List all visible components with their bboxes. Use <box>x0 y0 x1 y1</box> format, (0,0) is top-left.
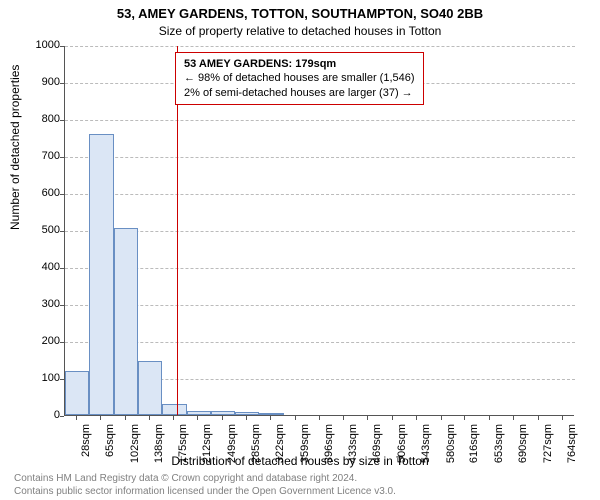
chart-title-main: 53, AMEY GARDENS, TOTTON, SOUTHAMPTON, S… <box>0 6 600 21</box>
xtick-label: 433sqm <box>347 424 359 468</box>
gridline <box>65 120 575 121</box>
xtick-label: 138sqm <box>153 424 165 468</box>
footer-line2: Contains public sector information licen… <box>14 486 396 499</box>
ytick-mark <box>60 268 64 269</box>
xtick-label: 212sqm <box>201 424 213 468</box>
xtick-label: 285sqm <box>250 424 262 468</box>
gridline <box>65 231 575 232</box>
gridline <box>65 46 575 47</box>
ytick-label: 800 <box>20 113 60 125</box>
xtick-mark <box>295 416 296 420</box>
ytick-mark <box>60 194 64 195</box>
xtick-mark <box>149 416 150 420</box>
xtick-label: 469sqm <box>371 424 383 468</box>
plot-area: 53 AMEY GARDENS: 179sqm← 98% of detached… <box>64 46 574 416</box>
gridline <box>65 305 575 306</box>
histogram-bar <box>162 404 186 415</box>
histogram-bar <box>138 361 162 415</box>
xtick-mark <box>513 416 514 420</box>
xtick-mark <box>343 416 344 420</box>
xtick-label: 616sqm <box>468 424 480 468</box>
chart-title-sub: Size of property relative to detached ho… <box>0 24 600 38</box>
xtick-mark <box>489 416 490 420</box>
histogram-bar <box>65 371 89 415</box>
xtick-mark <box>367 416 368 420</box>
xtick-label: 322sqm <box>274 424 286 468</box>
ytick-mark <box>60 342 64 343</box>
xtick-mark <box>416 416 417 420</box>
ytick-label: 0 <box>20 409 60 421</box>
xtick-mark <box>270 416 271 420</box>
gridline <box>65 268 575 269</box>
ytick-mark <box>60 379 64 380</box>
histogram-bar <box>235 412 259 415</box>
histogram-bar <box>259 413 283 415</box>
xtick-mark <box>100 416 101 420</box>
xtick-mark <box>246 416 247 420</box>
xtick-mark <box>76 416 77 420</box>
ytick-label: 100 <box>20 372 60 384</box>
xtick-label: 727sqm <box>542 424 554 468</box>
gridline <box>65 157 575 158</box>
ytick-mark <box>60 120 64 121</box>
annotation-box: 53 AMEY GARDENS: 179sqm← 98% of detached… <box>175 52 424 105</box>
histogram-bar <box>89 134 113 415</box>
ytick-label: 700 <box>20 150 60 162</box>
xtick-label: 690sqm <box>517 424 529 468</box>
ytick-label: 600 <box>20 187 60 199</box>
histogram-bar <box>114 228 138 415</box>
xtick-mark <box>173 416 174 420</box>
ytick-label: 400 <box>20 261 60 273</box>
ytick-mark <box>60 231 64 232</box>
ytick-label: 300 <box>20 298 60 310</box>
xtick-label: 65sqm <box>104 424 116 468</box>
footer-line1: Contains HM Land Registry data © Crown c… <box>14 473 396 486</box>
ytick-mark <box>60 83 64 84</box>
xtick-mark <box>125 416 126 420</box>
xtick-label: 175sqm <box>177 424 189 468</box>
xtick-mark <box>392 416 393 420</box>
annotation-line1: ← 98% of detached houses are smaller (1,… <box>184 71 415 85</box>
xtick-label: 359sqm <box>299 424 311 468</box>
footer-attribution: Contains HM Land Registry data © Crown c… <box>14 473 396 498</box>
xtick-mark <box>464 416 465 420</box>
xtick-mark <box>562 416 563 420</box>
histogram-bar <box>187 411 211 415</box>
xtick-label: 764sqm <box>566 424 578 468</box>
gridline <box>65 342 575 343</box>
xtick-mark <box>222 416 223 420</box>
ytick-mark <box>60 46 64 47</box>
annotation-title: 53 AMEY GARDENS: 179sqm <box>184 57 415 71</box>
xtick-label: 396sqm <box>323 424 335 468</box>
xtick-label: 543sqm <box>420 424 432 468</box>
ytick-mark <box>60 157 64 158</box>
ytick-label: 500 <box>20 224 60 236</box>
xtick-label: 580sqm <box>445 424 457 468</box>
xtick-mark <box>319 416 320 420</box>
xtick-label: 506sqm <box>396 424 408 468</box>
gridline <box>65 194 575 195</box>
histogram-bar <box>211 411 235 415</box>
xtick-label: 28sqm <box>80 424 92 468</box>
ytick-mark <box>60 305 64 306</box>
annotation-line2: 2% of semi-detached houses are larger (3… <box>184 86 415 100</box>
ytick-label: 900 <box>20 76 60 88</box>
ytick-label: 200 <box>20 335 60 347</box>
ytick-label: 1000 <box>20 39 60 51</box>
ytick-mark <box>60 416 64 417</box>
xtick-mark <box>538 416 539 420</box>
xtick-label: 653sqm <box>493 424 505 468</box>
xtick-mark <box>441 416 442 420</box>
xtick-label: 102sqm <box>129 424 141 468</box>
y-axis-label: Number of detached properties <box>8 65 22 230</box>
xtick-mark <box>197 416 198 420</box>
xtick-label: 249sqm <box>226 424 238 468</box>
